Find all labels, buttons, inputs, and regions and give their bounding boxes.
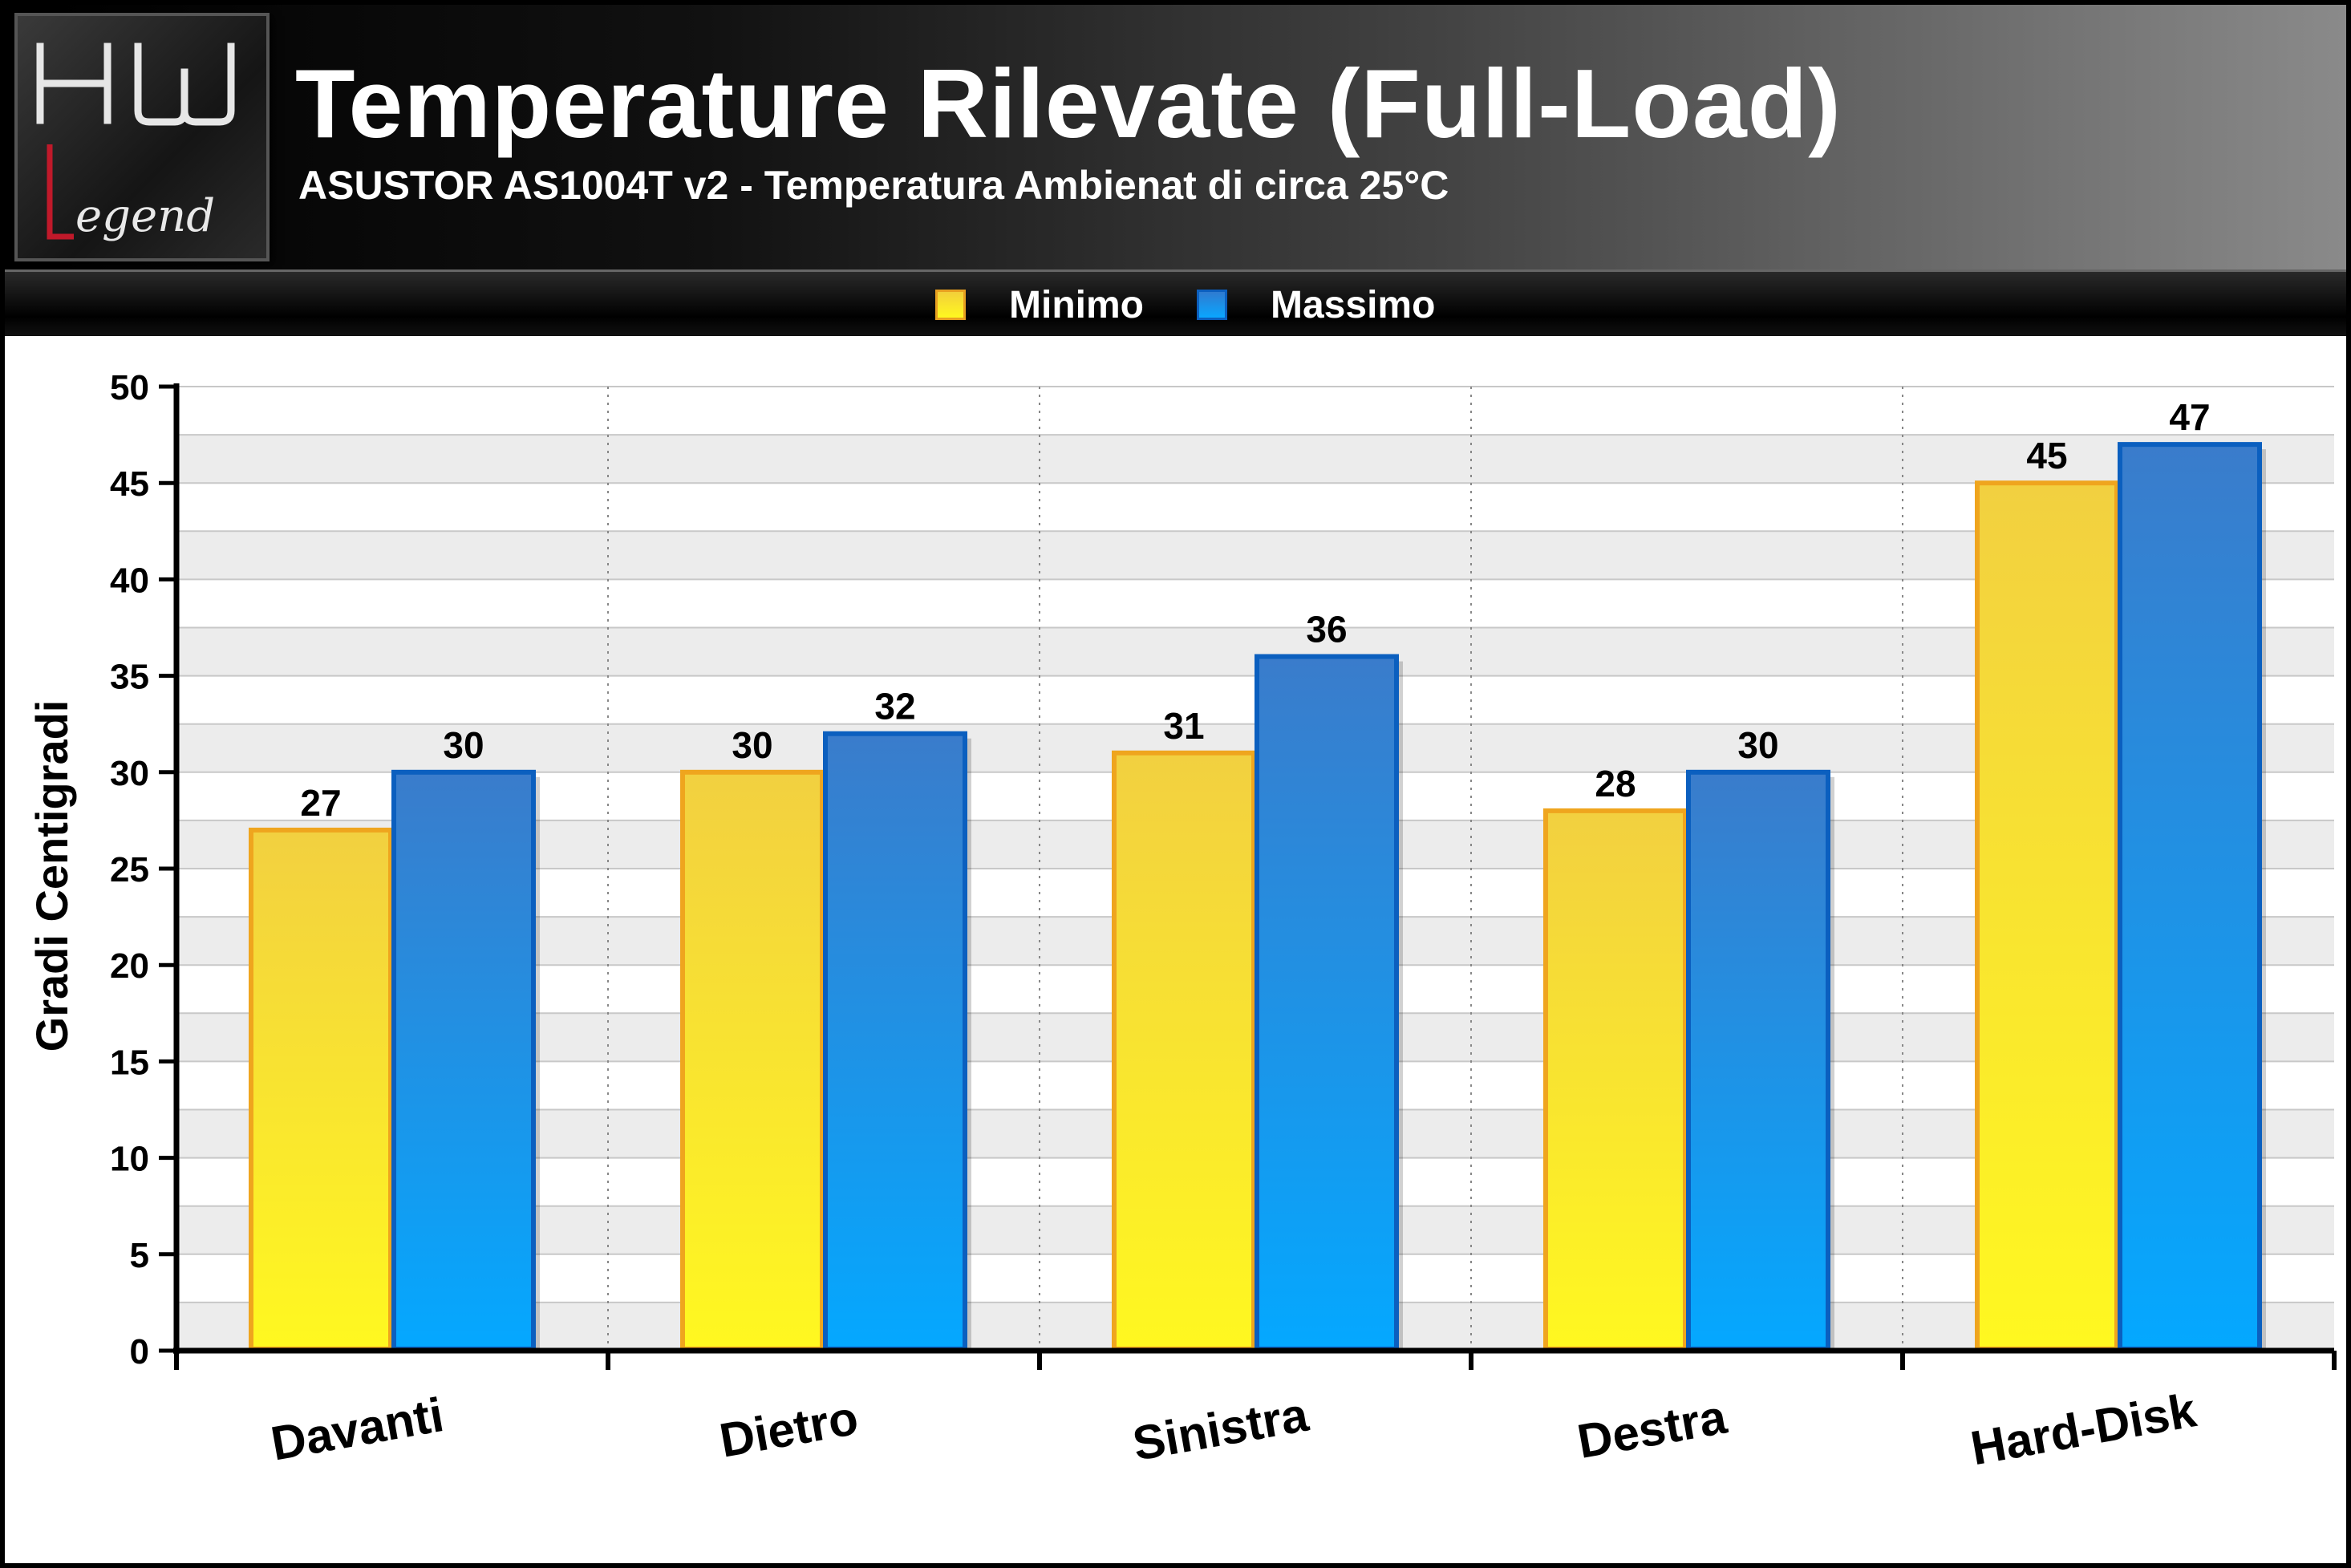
data-label: 30: [1737, 724, 1778, 766]
data-label: 27: [300, 782, 341, 824]
gridlines: [176, 386, 2334, 1351]
x-tick-label: Dietro: [715, 1391, 861, 1468]
chart-subtitle: ASUSTOR AS1004T v2 - Temperatura Ambiena…: [298, 163, 1449, 208]
legend: Minimo Massimo: [5, 269, 2346, 336]
axes: [159, 383, 2337, 1370]
header-banner: egend Temperature Rilevate (Full-Load) A…: [5, 5, 2346, 269]
bar-minimo-sinistra: [1112, 750, 1256, 1351]
bar-massimo-davanti: [391, 769, 536, 1351]
data-label: 31: [1163, 705, 1204, 747]
bar-massimo-dietro: [823, 731, 967, 1351]
y-tick-label: 40: [110, 561, 149, 600]
y-tick-label: 5: [130, 1236, 149, 1275]
data-label: 36: [1306, 609, 1347, 650]
y-tick-label: 25: [110, 850, 149, 889]
legend-item-massimo: Massimo: [1197, 284, 1435, 326]
y-tick-label: 0: [130, 1332, 149, 1371]
legend-label-massimo: Massimo: [1271, 283, 1436, 326]
data-label: 47: [2169, 396, 2210, 438]
y-tick-label: 35: [110, 658, 149, 697]
y-tick-label: 20: [110, 946, 149, 986]
svg-text:egend: egend: [75, 190, 215, 242]
bar-massimo-sinistra: [1255, 654, 1399, 1351]
x-tick-label: Hard-Disk: [1967, 1383, 2200, 1475]
legend-label-minimo: Minimo: [1009, 283, 1144, 326]
bar-minimo-destra: [1543, 808, 1688, 1351]
data-label: 30: [732, 724, 772, 766]
hw-legend-logo-mark: egend: [36, 43, 235, 242]
hw-legend-logo: egend: [14, 13, 270, 261]
legend-swatch-massimo: [1197, 290, 1227, 320]
bar-minimo-hard-disk: [1975, 480, 2119, 1352]
data-label: 45: [2026, 435, 2067, 476]
bar-minimo-dietro: [680, 769, 825, 1351]
y-tick-label: 50: [110, 368, 149, 407]
x-tick-label: Sinistra: [1129, 1388, 1312, 1471]
y-tick-label: 45: [110, 464, 149, 504]
grid-band: [176, 435, 2334, 484]
data-label: 30: [443, 724, 484, 766]
data-label: 32: [874, 686, 915, 727]
bar-massimo-hard-disk: [2118, 442, 2262, 1351]
x-tick-label: Davanti: [267, 1388, 448, 1471]
chart-title: Temperature Rilevate (Full-Load): [295, 49, 1842, 158]
legend-item-minimo: Minimo: [935, 284, 1144, 326]
legend-swatch-minimo: [935, 290, 966, 320]
bar-minimo-davanti: [249, 827, 393, 1352]
bar-massimo-destra: [1686, 769, 1830, 1351]
bars: [249, 442, 2266, 1352]
y-tick-label: 30: [110, 754, 149, 793]
x-tick-label: Destra: [1574, 1389, 1731, 1469]
grid-band: [176, 531, 2334, 580]
y-axis-label: Gradi Centigradi: [26, 700, 77, 1052]
data-label: 28: [1595, 763, 1636, 804]
y-tick-label: 10: [110, 1140, 149, 1179]
y-tick-label: 15: [110, 1043, 149, 1082]
